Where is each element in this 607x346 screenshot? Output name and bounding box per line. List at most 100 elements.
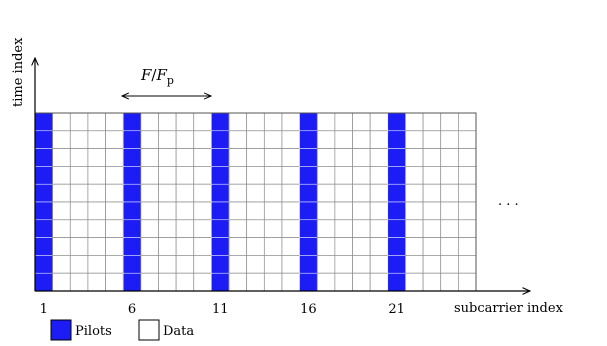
- data-cell: [228, 183, 248, 203]
- pilot-cell: [122, 112, 142, 132]
- legend-pilots-label: Pilots: [75, 324, 112, 339]
- data-cell: [140, 112, 159, 132]
- data-cell: [140, 255, 159, 274]
- pilot-cell: [34, 219, 53, 238]
- data-cell: [69, 255, 89, 274]
- data-cell: [440, 148, 459, 167]
- data-cell: [281, 201, 300, 221]
- data-cell: [316, 112, 336, 132]
- data-cell: [422, 148, 442, 167]
- data-cell: [52, 237, 71, 256]
- data-cell: [352, 183, 371, 203]
- pilot-cell: [211, 272, 230, 292]
- pilot-cell: [299, 219, 318, 238]
- pilot-cell: [211, 183, 230, 203]
- pilot-cell: [387, 237, 406, 256]
- data-cell: [52, 272, 71, 292]
- pilot-cell: [34, 112, 53, 132]
- data-cell: [369, 272, 389, 292]
- data-cell: [440, 130, 459, 149]
- pilot-cell: [387, 219, 406, 238]
- data-cell: [352, 166, 371, 185]
- pilot-cell: [387, 255, 406, 274]
- data-cell: [87, 201, 106, 221]
- data-cell: [334, 219, 353, 238]
- data-cell: [281, 183, 300, 203]
- data-cell: [352, 201, 371, 221]
- data-cell: [193, 272, 212, 292]
- data-cell: [69, 166, 89, 185]
- data-cell: [458, 112, 477, 132]
- data-cell: [352, 112, 371, 132]
- data-cell: [458, 166, 477, 185]
- data-cell: [405, 219, 424, 238]
- data-cell: [281, 219, 300, 238]
- data-cell: [228, 112, 248, 132]
- pilot-cell: [387, 148, 406, 167]
- data-cell: [458, 255, 477, 274]
- data-cell: [334, 148, 353, 167]
- data-cell: [105, 237, 124, 256]
- pilot-cell: [34, 166, 53, 185]
- data-cell: [158, 130, 177, 149]
- data-cell: [52, 255, 71, 274]
- data-cell: [105, 183, 124, 203]
- data-cell: [281, 237, 300, 256]
- data-cell: [69, 148, 89, 167]
- data-cell: [105, 148, 124, 167]
- data-cell: [369, 201, 389, 221]
- data-cell: [158, 183, 177, 203]
- data-cell: [140, 166, 159, 185]
- data-cell: [87, 166, 106, 185]
- data-cell: [405, 148, 424, 167]
- data-cell: [281, 255, 300, 274]
- data-cell: [246, 201, 265, 221]
- data-cell: [193, 166, 212, 185]
- data-cell: [158, 272, 177, 292]
- data-cell: [281, 272, 300, 292]
- data-cell: [105, 255, 124, 274]
- data-cell: [158, 255, 177, 274]
- data-cell: [246, 183, 265, 203]
- data-cell: [405, 272, 424, 292]
- continuation-ellipsis: . . .: [498, 194, 519, 209]
- x-axis-label: subcarrier index: [454, 301, 564, 316]
- data-cell: [52, 112, 71, 132]
- pilot-cell: [34, 272, 53, 292]
- data-cell: [440, 112, 459, 132]
- data-cell: [246, 219, 265, 238]
- data-cell: [158, 166, 177, 185]
- data-cell: [369, 183, 389, 203]
- data-cell: [405, 237, 424, 256]
- data-cell: [422, 201, 442, 221]
- data-cell: [440, 183, 459, 203]
- data-cell: [263, 130, 283, 149]
- pilot-cell: [299, 255, 318, 274]
- data-cell: [422, 130, 442, 149]
- data-cell: [140, 201, 159, 221]
- data-cell: [440, 272, 459, 292]
- data-cell: [422, 237, 442, 256]
- data-cell: [263, 201, 283, 221]
- data-cell: [87, 255, 106, 274]
- data-cell: [140, 183, 159, 203]
- data-cell: [246, 237, 265, 256]
- data-cell: [158, 219, 177, 238]
- data-cell: [263, 148, 283, 167]
- pilot-cell: [34, 237, 53, 256]
- data-cell: [228, 201, 248, 221]
- data-cell: [405, 255, 424, 274]
- pilot-cell: [387, 130, 406, 149]
- data-cell: [263, 219, 283, 238]
- data-cell: [281, 130, 300, 149]
- data-cell: [140, 219, 159, 238]
- data-cell: [193, 255, 212, 274]
- pilot-cell: [387, 166, 406, 185]
- data-cell: [87, 183, 106, 203]
- data-cell: [334, 183, 353, 203]
- data-cell: [316, 272, 336, 292]
- data-cell: [281, 112, 300, 132]
- data-cell: [316, 166, 336, 185]
- data-cell: [87, 130, 106, 149]
- pilot-cell: [299, 183, 318, 203]
